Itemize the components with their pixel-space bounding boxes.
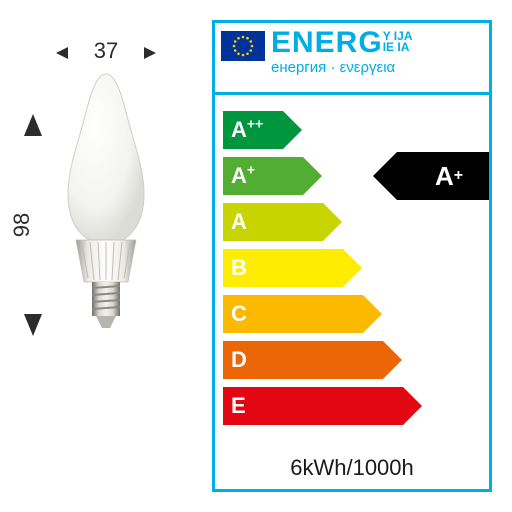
- height-dimension: 98: [10, 100, 56, 350]
- energy-label: ENERGY IJAIE IA енергия · ενεργεια A++ A+…: [212, 20, 492, 492]
- height-value: 98: [9, 213, 35, 237]
- product-energy-class-badge: A+: [397, 152, 489, 200]
- energy-class-row: A+A+: [223, 157, 489, 195]
- energy-class-bar: D: [223, 341, 383, 379]
- energy-class-bar: A+: [223, 157, 303, 195]
- energy-class-row: B: [223, 249, 489, 287]
- energy-class-bar: A: [223, 203, 323, 241]
- eu-flag-icon: [221, 31, 265, 61]
- bulb-illustration: [58, 72, 154, 332]
- energy-class-row: D: [223, 341, 489, 379]
- energy-class-row: E: [223, 387, 489, 425]
- energy-class-bar: C: [223, 295, 363, 333]
- energy-subtitle: енергия · ενεργεια: [271, 59, 483, 76]
- arrow-right-icon: [144, 47, 156, 59]
- arrow-left-icon: [56, 47, 68, 59]
- energy-title: ENERG: [271, 26, 383, 59]
- width-dimension: 37: [58, 40, 154, 66]
- energy-class-row: C: [223, 295, 489, 333]
- energy-class-bars: A++A+A+ABCDE: [215, 95, 489, 425]
- energy-class-bar: B: [223, 249, 343, 287]
- product-dimensions-panel: 37 98: [10, 40, 190, 480]
- arrow-down-icon: [24, 314, 42, 336]
- width-value: 37: [94, 40, 118, 62]
- energy-label-header-text: ENERGY IJAIE IA енергия · ενεργεια: [271, 29, 483, 76]
- energy-class-bar: A++: [223, 111, 283, 149]
- energy-label-header: ENERGY IJAIE IA енергия · ενεργεια: [215, 23, 489, 95]
- energy-class-bar: E: [223, 387, 403, 425]
- bulb-icon: [58, 72, 154, 332]
- energy-class-row: A++: [223, 111, 489, 149]
- energy-consumption: 6kWh/1000h: [215, 455, 489, 481]
- energy-title-suffix: Y IJAIE IA: [383, 31, 413, 53]
- arrow-up-icon: [24, 114, 42, 136]
- energy-class-row: A: [223, 203, 489, 241]
